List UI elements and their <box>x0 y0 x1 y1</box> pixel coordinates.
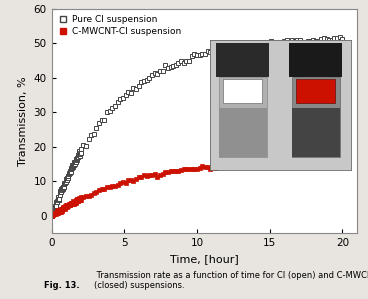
Y-axis label: Transmission, %: Transmission, % <box>18 76 28 166</box>
Text: Fig. 13.: Fig. 13. <box>44 281 80 290</box>
Legend: Pure CI suspension, C-MWCNT-CI suspension: Pure CI suspension, C-MWCNT-CI suspensio… <box>56 13 183 38</box>
X-axis label: Time, [hour]: Time, [hour] <box>170 254 238 264</box>
Text: Transmission rate as a function of time for CI (open) and C-MWCNT-CI
(closed) su: Transmission rate as a function of time … <box>94 271 368 290</box>
